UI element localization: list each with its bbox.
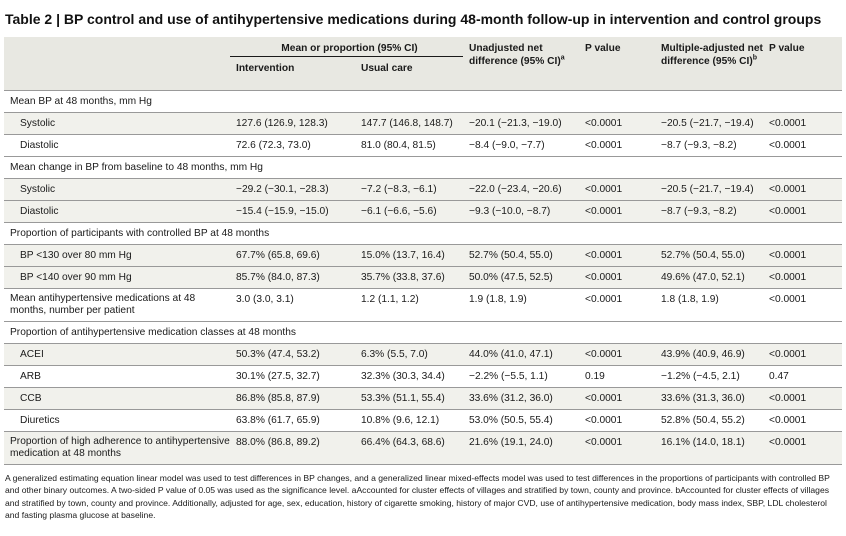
table-row: ACEI 50.3% (47.4, 53.2) 6.3% (5.5, 7.0) … [4,342,842,365]
header-usual-care: Usual care [361,62,413,74]
section-row: Proportion of antihypertensive medicatio… [4,320,842,343]
section-row: Proportion of participants with controll… [4,221,842,244]
header-p-value-1: P value [585,43,621,54]
header-row-1: Mean or proportion (95% CI) Unadjusted n… [4,37,842,67]
header-intervention: Intervention [236,62,295,74]
header-p-value-2: P value [769,43,805,54]
table-row: BP <140 over 90 mm Hg 85.7% (84.0, 87.3)… [4,265,842,288]
table-row: Diuretics 63.8% (61.7, 65.9) 10.8% (9.6,… [4,408,842,431]
header-group: Mean or proportion (95% CI) [230,37,463,57]
results-table: Mean or proportion (95% CI) Unadjusted n… [4,37,842,465]
table-row: Proportion of high adherence to antihype… [4,430,842,465]
table-row: Mean antihypertensive medications at 48 … [4,287,842,321]
table-row: Diastolic −15.4 (−15.9, −15.0) −6.1 (−6.… [4,199,842,222]
table-row: Diastolic 72.6 (72.3, 73.0) 81.0 (80.4, … [4,133,842,156]
table-row: Systolic 127.6 (126.9, 128.3) 147.7 (146… [4,111,842,134]
header-adjusted: Multiple-adjusted net difference (95% CI… [661,43,763,67]
table-footnote: A generalized estimating equation linear… [5,473,830,521]
table-title: Table 2 | BP control and use of antihype… [5,11,822,27]
header-unadjusted: Unadjusted net difference (95% CI)a [469,43,565,67]
table-row: Systolic −29.2 (−30.1, −28.3) −7.2 (−8.3… [4,177,842,200]
section-row: Mean BP at 48 months, mm Hg [4,89,842,112]
table-row: ARB 30.1% (27.5, 32.7) 32.3% (30.3, 34.4… [4,364,842,387]
table-row: CCB 86.8% (85.8, 87.9) 53.3% (51.1, 55.4… [4,386,842,409]
header-blank [4,37,230,90]
table-row: BP <130 over 80 mm Hg 67.7% (65.8, 69.6)… [4,243,842,266]
section-row: Mean change in BP from baseline to 48 mo… [4,155,842,178]
